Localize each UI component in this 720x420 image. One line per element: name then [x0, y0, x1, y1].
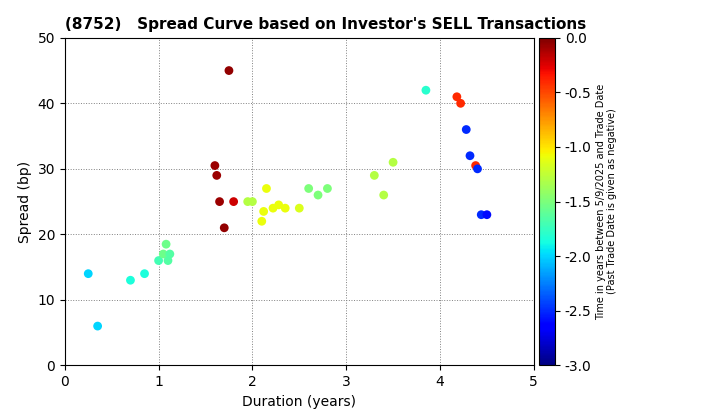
Point [322, 185, 333, 192]
Point [162, 257, 174, 264]
Point [256, 218, 268, 225]
Point [312, 192, 324, 198]
Point [420, 87, 432, 94]
Point [83, 270, 94, 277]
Point [139, 270, 150, 277]
Point [470, 162, 482, 169]
Point [279, 205, 291, 212]
Point [209, 162, 220, 169]
Point [214, 198, 225, 205]
Point [223, 67, 235, 74]
Point [472, 165, 483, 172]
Y-axis label: Time in years between 5/9/2025 and Trade Date
(Past Trade Date is given as negat: Time in years between 5/9/2025 and Trade… [596, 84, 618, 320]
Point [464, 152, 476, 159]
Y-axis label: Spread (bp): Spread (bp) [18, 160, 32, 243]
Point [218, 224, 230, 231]
Point [481, 211, 492, 218]
Point [158, 251, 169, 257]
Point [242, 198, 253, 205]
Point [461, 126, 472, 133]
Point [455, 100, 467, 107]
Point [247, 198, 258, 205]
Point [273, 202, 284, 208]
Point [261, 185, 272, 192]
Point [125, 277, 136, 284]
Point [258, 208, 269, 215]
Text: (8752)   Spread Curve based on Investor's SELL Transactions: (8752) Spread Curve based on Investor's … [65, 18, 586, 32]
Point [451, 93, 463, 100]
Point [378, 192, 390, 198]
Point [294, 205, 305, 212]
Point [164, 251, 176, 257]
Point [228, 198, 239, 205]
Point [92, 323, 104, 329]
Point [161, 241, 172, 247]
Point [475, 211, 487, 218]
Point [387, 159, 399, 165]
Point [303, 185, 315, 192]
X-axis label: Duration (years): Duration (years) [243, 395, 356, 409]
Point [153, 257, 164, 264]
Point [267, 205, 279, 212]
Point [211, 172, 222, 179]
Point [369, 172, 380, 179]
